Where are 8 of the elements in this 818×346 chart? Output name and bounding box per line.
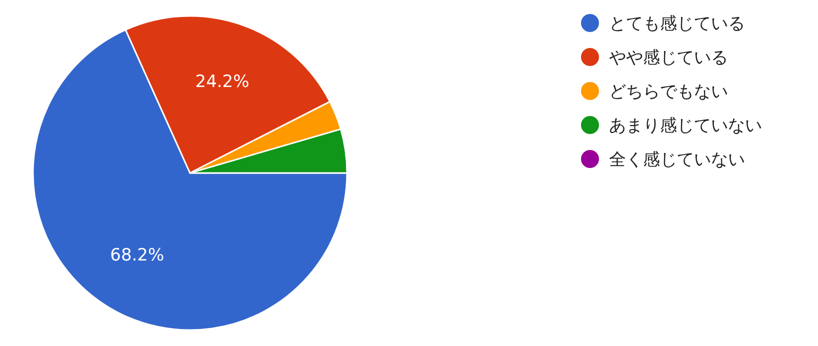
legend-label: 全く感じていない [609, 150, 745, 170]
legend-label: どちらでもない [609, 82, 728, 102]
data-label: 24.2% [195, 72, 250, 92]
legend-label: やや感じている [609, 48, 728, 68]
legend-label: あまり感じていない [609, 116, 762, 136]
legend-label: とても感じている [609, 14, 745, 34]
pie: 68.2% 24.2% [32, 15, 348, 331]
data-label: 68.2% [110, 246, 164, 266]
